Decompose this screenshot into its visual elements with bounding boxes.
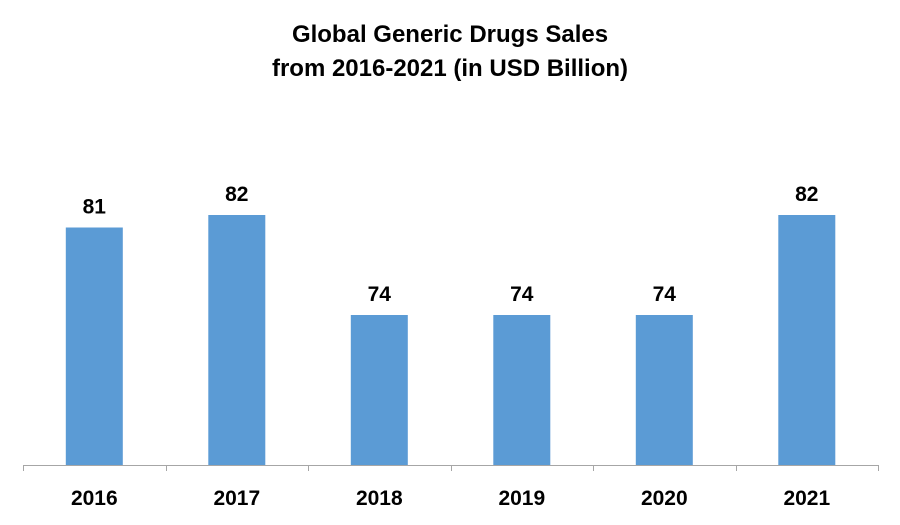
bar-2018 [350, 315, 408, 465]
data-label-2021: 82 [795, 183, 818, 206]
data-label-2018: 74 [368, 283, 392, 306]
labels-layer: 81 2016 82 2017 74 2018 74 2019 74 2020 82 2021 [71, 183, 831, 510]
x-tick-label-2017: 2017 [213, 487, 260, 510]
bar-2017 [208, 215, 266, 465]
chart-subtitle: from 2016-2021 (in USD Billion) [271, 55, 629, 82]
x-tick-label-2020: 2020 [641, 487, 688, 510]
data-label-2016: 81 [83, 196, 107, 219]
x-axis [23, 465, 879, 471]
x-tick-label-2019: 2019 [498, 487, 545, 510]
x-tick-label-2018: 2018 [356, 487, 403, 510]
bar-2016 [65, 227, 123, 465]
data-label-2020: 74 [653, 283, 677, 306]
chart-title-block: Global Generic Drugs Sales from 2016-202… [0, 18, 900, 86]
chart-title: Global Generic Drugs Sales [291, 21, 609, 48]
data-label-2019: 74 [510, 283, 534, 306]
bar-2019 [493, 315, 551, 465]
x-tick-label-2016: 2016 [71, 487, 118, 510]
bar-2021 [778, 215, 836, 465]
x-tick-label-2021: 2021 [783, 487, 830, 510]
bar-2020 [635, 315, 693, 465]
bars-layer [65, 215, 836, 465]
data-label-2017: 82 [225, 183, 248, 206]
